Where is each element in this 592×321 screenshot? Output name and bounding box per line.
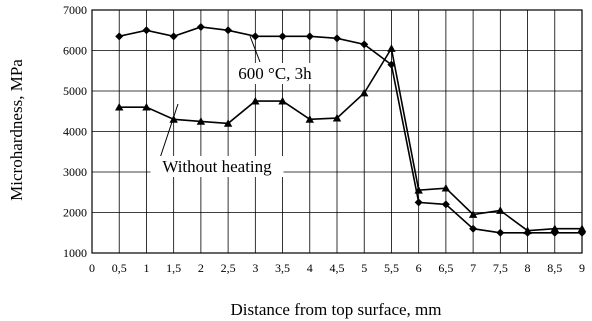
series-1-point xyxy=(278,32,287,41)
series-1-point xyxy=(305,32,314,41)
y-tick-label: 2000 xyxy=(63,206,87,220)
series-1-point xyxy=(441,200,450,209)
x-tick-label: 1 xyxy=(143,261,149,275)
x-tick-label: 2 xyxy=(198,261,204,275)
x-tick-label: 9 xyxy=(579,261,585,275)
series-2-point xyxy=(360,88,369,97)
series-2-point xyxy=(305,115,314,123)
series-2-point xyxy=(223,119,233,127)
series-2-point xyxy=(332,113,342,122)
annotation-label-1: 600 °C, 3h xyxy=(238,64,312,83)
y-tick-label: 3000 xyxy=(63,165,87,179)
annotation-label-2: Without heating xyxy=(162,157,272,176)
annotation-bg-2 xyxy=(150,156,284,177)
x-tick-label: 6,5 xyxy=(438,261,453,275)
series-2-point xyxy=(278,96,287,105)
series-line-2 xyxy=(119,46,582,232)
annotation-leader-2 xyxy=(159,103,179,159)
series-1-point xyxy=(224,26,233,35)
series-2-point xyxy=(142,103,151,111)
x-tick-label: 4,5 xyxy=(330,261,345,275)
series-1-point xyxy=(169,32,178,41)
series-1-point xyxy=(387,60,396,69)
series-1-point xyxy=(360,40,369,49)
y-tick-label: 5000 xyxy=(63,84,87,98)
annotation-layer: 600 °C, 3h Without heating xyxy=(150,35,321,177)
axes-layer xyxy=(91,9,583,254)
series-2-point xyxy=(414,186,423,194)
x-tick-label: 7,5 xyxy=(493,261,508,275)
x-tick-label: 5 xyxy=(361,261,367,275)
series-2-point xyxy=(577,224,587,233)
y-tick-label: 7000 xyxy=(63,3,87,17)
series-1-point xyxy=(414,198,423,207)
y-tick-label: 4000 xyxy=(63,125,87,139)
series-2-point xyxy=(441,184,451,192)
x-axis-title: Distance from top surface, mm xyxy=(230,300,441,319)
y-tick-label: 1000 xyxy=(63,246,87,260)
series-2-point xyxy=(550,224,559,233)
x-tick-label: 0 xyxy=(89,261,95,275)
series-2-point xyxy=(387,44,396,52)
series-1-point xyxy=(142,26,151,35)
series-2-point xyxy=(196,117,206,125)
x-tick-label: 8 xyxy=(525,261,531,275)
x-tick-label: 1,5 xyxy=(166,261,181,275)
x-tick-label: 7 xyxy=(470,261,476,275)
x-tick-label: 3 xyxy=(252,261,258,275)
series-1-point xyxy=(496,228,505,237)
series-1-point xyxy=(469,224,478,233)
tick-label-layer: 0 0,5 1 1,5 2 2,5 3 3,5 4 4,5 5 5,5 6 6,5 7 7,5 8 8,5 9 100… xyxy=(63,3,585,275)
series-2-point xyxy=(169,115,178,123)
series-line-1 xyxy=(119,26,582,234)
series-1-point xyxy=(115,32,124,41)
y-axis-title: Microhardness, MPa xyxy=(7,59,26,201)
x-tick-label: 0,5 xyxy=(112,261,127,275)
series-layer xyxy=(115,23,587,237)
annotation-leader-1 xyxy=(249,35,261,63)
series-1-point xyxy=(196,23,205,32)
x-tick-label: 3,5 xyxy=(275,261,290,275)
series-1-point xyxy=(333,34,341,43)
plot-border xyxy=(91,9,583,254)
x-tick-label: 6 xyxy=(416,261,422,275)
series-2-point xyxy=(523,226,532,235)
x-tick-label: 8,5 xyxy=(547,261,562,275)
series-2-point xyxy=(468,210,478,218)
x-tick-label: 5,5 xyxy=(384,261,399,275)
x-tick-label: 2,5 xyxy=(221,261,236,275)
y-tick-label: 6000 xyxy=(63,44,87,58)
series-2-point xyxy=(251,96,260,105)
series-2-point xyxy=(115,103,124,111)
series-1-point xyxy=(251,32,260,41)
series-2-point xyxy=(496,206,505,214)
annotation-bg-1 xyxy=(229,63,321,84)
x-tick-label: 4 xyxy=(307,261,313,275)
